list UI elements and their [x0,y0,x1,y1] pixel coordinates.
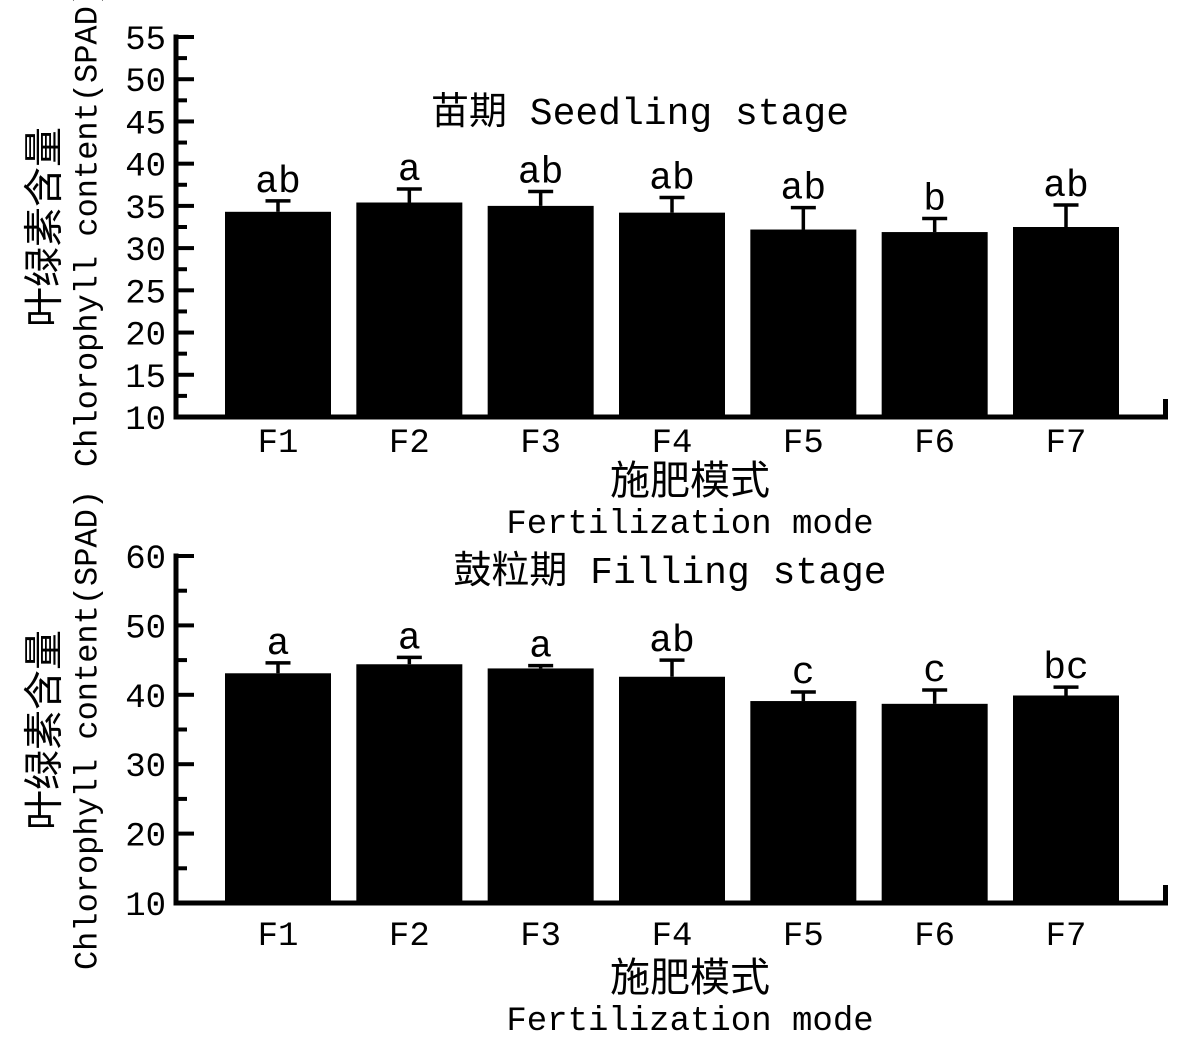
seedling-axes: F1 F2 F3 F4 F5 F6 F7 10 15 20 25 30 35 40 45 50 55 [125,22,1168,463]
bar [619,676,725,903]
y-tick-label: 40 [125,680,166,718]
y-tick-label: 30 [125,749,166,787]
filling-bars: a a a ab c c bc [225,617,1119,903]
y-axis-label-cn: 叶绿素含量 [24,127,71,327]
y-tick-label: 50 [125,64,166,102]
x-category-label: F5 [783,918,824,956]
x-category-label: F2 [389,425,430,463]
x-category-label: F7 [1046,425,1087,463]
x-category-label: F6 [914,425,955,463]
panel-title: 鼓粒期 Filling stage [453,550,886,595]
sig-letter: ab [781,168,827,211]
sig-letter: ab [649,157,695,200]
y-tick-label: 25 [125,275,166,313]
seedling-bars: ab a ab ab ab b ab [225,149,1119,417]
panel-title: 苗期 Seedling stage [431,92,849,136]
bar [487,668,594,903]
y-axis-label-en: Chlorophyll content(SPAD) [70,490,107,970]
sig-letter: c [923,650,946,693]
sig-letter: bc [1043,647,1089,690]
bar [487,205,594,417]
x-category-label: F4 [652,918,693,956]
y-tick-label: 15 [125,360,166,398]
sig-letter: c [792,652,815,695]
y-tick-label: 10 [125,888,166,926]
x-category-label: F4 [652,425,693,463]
x-category-label: F3 [520,425,561,463]
panel-seedling: ab a ab ab ab b ab F1 F2 F3 F4 F5 F6 F7 10 15 20 25 30 35 4… [24,0,1168,544]
y-axis-label-en: Chlorophyll content(SPAD) [70,0,107,467]
y-tick-label: 20 [125,819,166,857]
sig-letter: a [398,149,421,192]
bar [356,202,463,417]
x-category-label: F1 [258,425,299,463]
sig-letter: ab [255,161,301,204]
y-axis-label-cn: 叶绿素含量 [24,630,71,830]
bar [225,673,331,903]
bar [1013,695,1119,903]
sig-letter: ab [1043,165,1089,208]
x-category-label: F1 [258,918,299,956]
y-tick-label: 35 [125,191,166,229]
sig-letter: a [529,626,552,669]
sig-letter: ab [649,620,695,663]
bar [881,703,988,903]
x-axis-label-en: Fertilization mode [506,1003,873,1041]
y-tick-label: 50 [125,610,166,648]
x-category-label: F2 [389,918,430,956]
x-category-label: F7 [1046,918,1087,956]
y-tick-label: 55 [125,22,166,60]
x-axis-label-cn: 施肥模式 [610,460,770,507]
filling-axes: F1 F2 F3 F4 F5 F6 F7 10 20 30 40 50 60 [125,541,1168,956]
y-tick-label: 10 [125,402,166,440]
bar [750,701,857,903]
x-axis-label-cn: 施肥模式 [610,957,770,1004]
y-tick-label: 60 [125,541,166,579]
bar [1013,227,1119,417]
y-tick-label: 30 [125,233,166,271]
bar [225,211,331,417]
sig-letter: a [267,623,290,666]
bar [619,212,725,417]
x-category-label: F6 [914,918,955,956]
bar [750,229,857,417]
y-tick-label: 40 [125,149,166,187]
x-category-label: F5 [783,425,824,463]
sig-letter: ab [518,152,564,195]
sig-letter: a [398,617,421,660]
bar [356,664,463,903]
x-category-label: F3 [520,918,561,956]
bar [881,232,988,417]
sig-letter: b [923,179,946,222]
y-tick-label: 45 [125,106,166,144]
y-tick-label: 20 [125,318,166,356]
x-axis-label-en: Fertilization mode [506,506,873,544]
panel-filling: a a a ab c c bc F1 F2 F3 F4 F5 F6 F7 10 20 30 40 50 60 鼓粒期… [24,490,1168,1041]
